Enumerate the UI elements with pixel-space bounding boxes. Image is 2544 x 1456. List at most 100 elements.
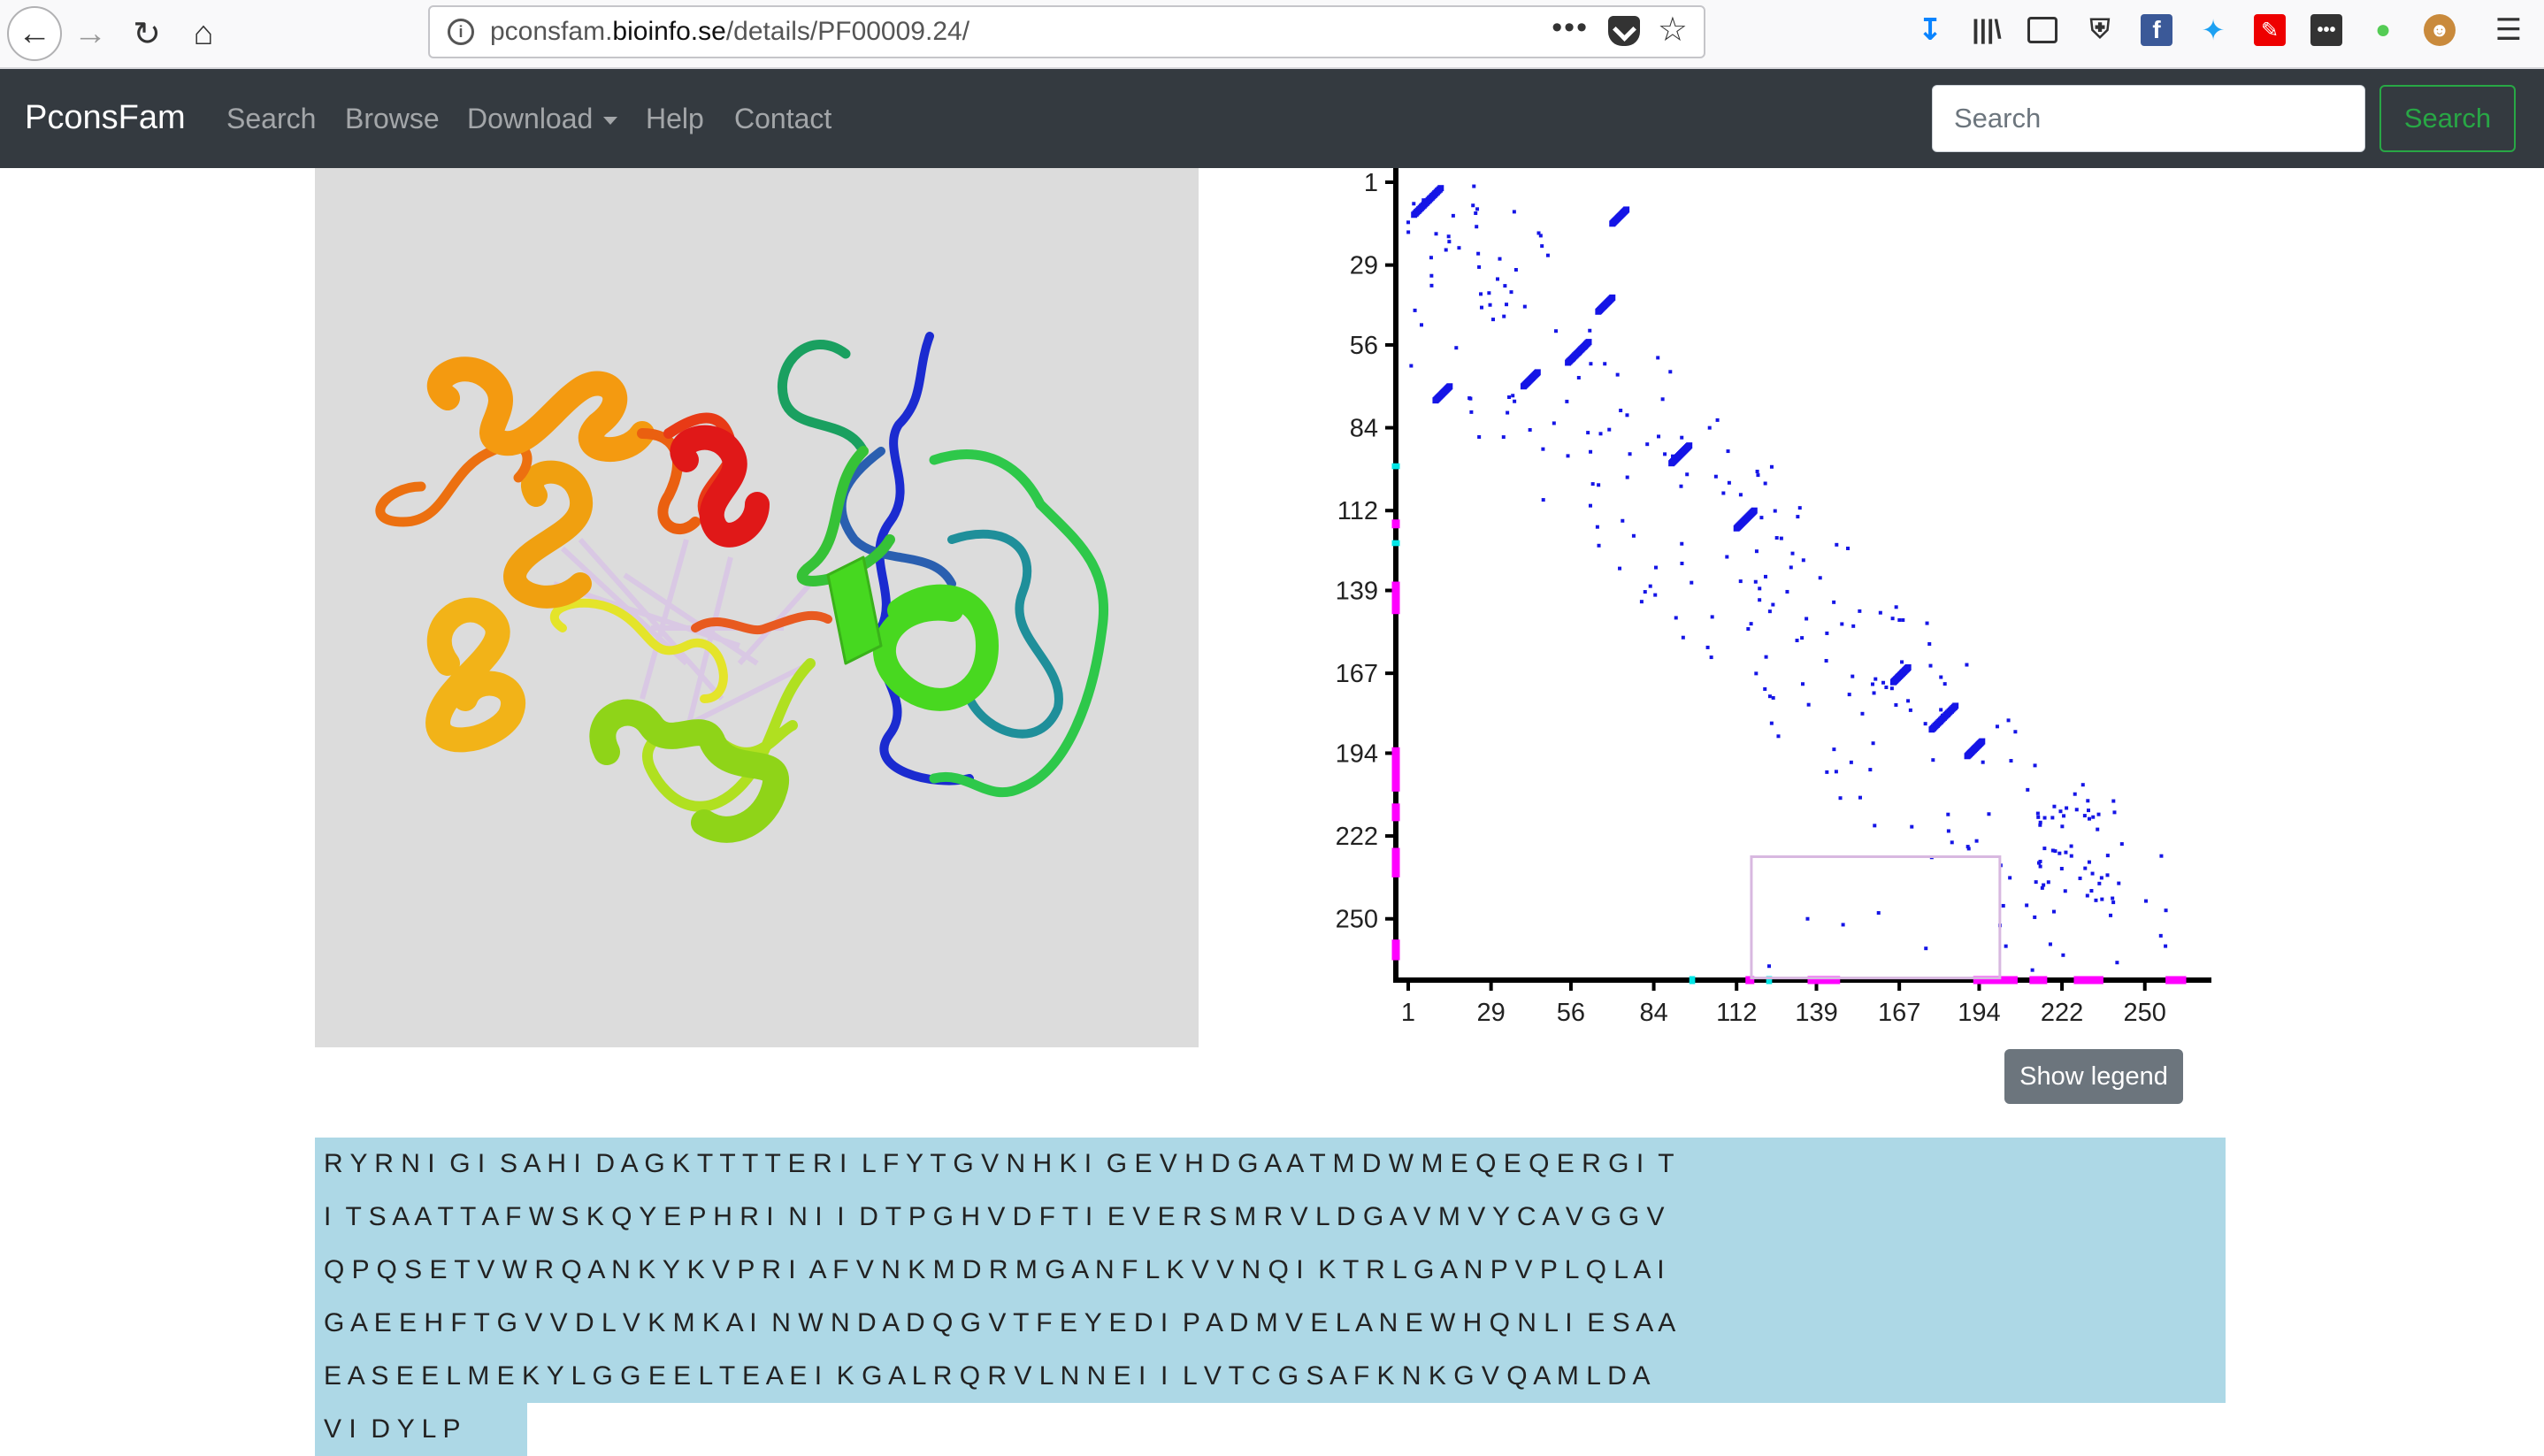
contact-point [1965, 752, 1972, 759]
contact-point [1846, 546, 1851, 550]
contact-point [1871, 741, 1875, 746]
contact-point [1648, 584, 1652, 588]
contact-map[interactable]: 1 1 29 29 56 56 84 84 112 112 139 139 167 167 194 194 22… [1309, 168, 2229, 1035]
contact-point [1873, 824, 1877, 828]
contact-point [1597, 543, 1601, 548]
caret-down-icon[interactable] [603, 117, 617, 125]
contact-point [1894, 702, 1898, 707]
ublock-shield-icon[interactable]: ⛨ [2089, 15, 2111, 44]
contact-point [1621, 518, 1625, 523]
back-arrow-icon[interactable]: ← [7, 6, 62, 61]
contact-point [1679, 484, 1683, 488]
contact-point [1929, 724, 1936, 732]
y-tick-label: 139 [1336, 578, 1378, 606]
contact-point [2064, 850, 2068, 854]
x-tick-label: 56 [1557, 999, 1585, 1027]
contact-point [1771, 695, 1775, 700]
contact-point [1615, 372, 1620, 377]
site-navbar: PconsFam Search Browse Download Help Con… [0, 69, 2544, 168]
contact-point [1754, 549, 1759, 554]
nav-link-browse[interactable]: Browse [345, 103, 440, 134]
sequence-line: G A E E H F T G V V D L V K M K A I N W … [315, 1297, 2226, 1350]
dots-extension-icon[interactable]: ••• [2310, 14, 2342, 46]
url-text[interactable]: pconsfam.bioinfo.se/details/PF00009.24/ [490, 17, 970, 46]
contact-point [2073, 792, 2077, 796]
contact-point [2109, 913, 2113, 917]
contact-point [1790, 551, 1795, 556]
twitter-icon[interactable]: ✦ [2201, 14, 2226, 46]
contact-point [1795, 639, 1799, 643]
page-actions-icon[interactable]: ••• [1552, 11, 1589, 44]
contact-point [2052, 804, 2057, 808]
contact-point [1669, 459, 1676, 466]
contact-point [1509, 290, 1513, 295]
contact-point [1801, 558, 1805, 563]
contact-point [1878, 610, 1882, 615]
download-icon[interactable]: ↧ [1917, 13, 1943, 47]
nav-link-help[interactable]: Help [646, 103, 704, 134]
contact-point [1725, 555, 1729, 559]
nav-link-search[interactable]: Search [226, 103, 317, 134]
contact-point [1474, 211, 1478, 216]
hamburger-menu-icon[interactable]: ☰ [2494, 13, 2523, 47]
contact-point [1965, 663, 1969, 667]
pocket-icon[interactable] [1608, 16, 1640, 46]
contact-point [1487, 291, 1491, 295]
address-bar[interactable]: i pconsfam.bioinfo.se/details/PF00009.24… [428, 5, 1705, 58]
contact-point [1432, 397, 1439, 404]
info-icon[interactable]: i [448, 19, 474, 45]
contact-point [1978, 739, 1985, 746]
home-icon[interactable]: ⌂ [193, 14, 214, 52]
contact-point [1469, 410, 1474, 414]
contact-point [1847, 693, 1851, 697]
contact-point [1825, 631, 1829, 635]
x-tick-label: 139 [1795, 999, 1837, 1027]
contact-point [1552, 421, 1556, 425]
contact-point [1685, 443, 1692, 450]
brand-logo[interactable]: PconsFam [25, 99, 186, 136]
bookmark-star-icon[interactable]: ☆ [1657, 11, 1688, 49]
contact-point [1939, 708, 1943, 712]
contact-point [1872, 691, 1876, 695]
contact-point [1901, 617, 1905, 622]
contact-point [1834, 770, 1838, 774]
contact-point [2069, 854, 2073, 858]
sequence-line: V I D Y L P [315, 1403, 2226, 1456]
x-tick-label: 222 [2041, 999, 2083, 1027]
protein-structure-viewer[interactable] [315, 168, 1199, 1047]
sidebar-icon[interactable] [2027, 17, 2057, 43]
contact-point [1721, 491, 1726, 495]
green-extension-icon[interactable]: ● [2374, 15, 2392, 44]
contact-point [1645, 442, 1650, 447]
contact-point [1858, 609, 1862, 613]
search-button[interactable]: Search [2379, 85, 2516, 152]
y-tick-label: 112 [1337, 497, 1378, 525]
facebook-icon[interactable]: f [2141, 14, 2172, 46]
show-legend-button[interactable]: Show legend [2004, 1049, 2183, 1104]
nav-link-contact[interactable]: Contact [734, 103, 832, 134]
nav-link-download[interactable]: Download [467, 103, 594, 134]
contact-point [1406, 230, 1411, 234]
contact-point [1890, 678, 1897, 685]
contact-point [2038, 864, 2042, 869]
contact-point [2060, 824, 2065, 829]
contact-point [2111, 799, 2116, 803]
contact-point [1566, 358, 1573, 365]
pencil-icon[interactable]: ✎ [2254, 14, 2286, 46]
contact-point [1758, 586, 1762, 591]
sequence-text: R Y R N I G I S A H I D A G K T T T T E … [315, 1138, 2226, 1191]
contact-point [1590, 482, 1595, 487]
contact-point [1763, 574, 1767, 579]
library-icon[interactable]: |||\ [1972, 15, 2002, 44]
contact-point [1942, 682, 1947, 686]
contact-point [2085, 893, 2089, 898]
contact-point [1797, 506, 1802, 510]
contact-point [1653, 565, 1658, 570]
contact-point [1680, 561, 1684, 565]
monkey-icon[interactable]: ☻ [2424, 14, 2456, 46]
forward-arrow-icon[interactable]: → [73, 14, 107, 52]
contact-point [1597, 483, 1601, 487]
contact-point [1479, 292, 1483, 296]
search-input[interactable] [1932, 85, 2365, 152]
reload-icon[interactable]: ↻ [133, 15, 161, 53]
